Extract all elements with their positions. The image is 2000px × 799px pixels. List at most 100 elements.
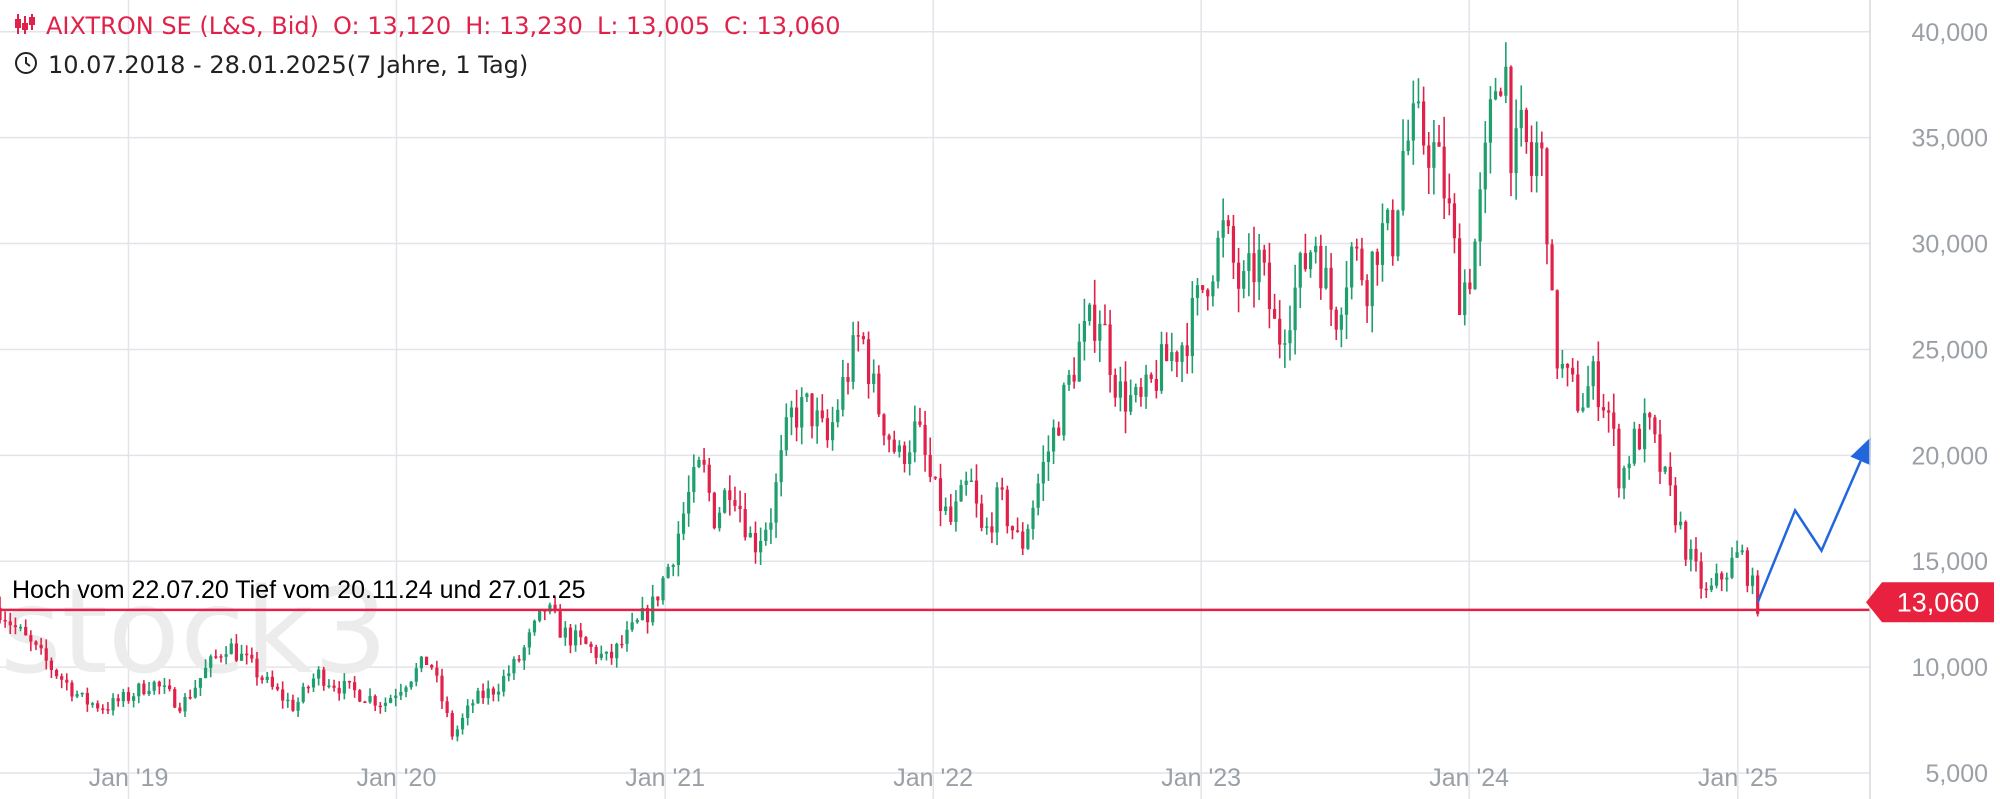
x-tick-label: Jan '21: [625, 764, 705, 792]
candle: [34, 640, 38, 651]
candle: [1714, 563, 1719, 589]
candle: [1180, 342, 1184, 383]
candle: [1396, 209, 1400, 262]
candle: [954, 490, 958, 532]
candle: [1154, 360, 1158, 399]
candle: [1709, 577, 1714, 593]
candle: [1406, 119, 1410, 156]
candle: [594, 644, 598, 665]
candle: [1504, 42, 1508, 104]
candle: [85, 687, 89, 712]
candle: [373, 694, 377, 712]
candle: [980, 494, 984, 532]
candle: [1041, 445, 1045, 501]
candle: [522, 645, 526, 670]
candle: [1108, 309, 1112, 393]
candle: [1519, 85, 1523, 147]
candle: [1051, 419, 1056, 465]
candle: [1386, 208, 1390, 231]
candle: [1452, 193, 1457, 254]
arrow-head-icon: [1850, 437, 1871, 466]
candle: [1129, 379, 1133, 416]
candle: [1596, 341, 1600, 421]
candle: [861, 332, 866, 345]
candle: [358, 689, 362, 703]
candle: [1473, 238, 1477, 290]
candle: [291, 694, 295, 712]
candle: [1272, 293, 1277, 319]
candle: [1026, 524, 1030, 550]
candle: [635, 618, 639, 624]
candle: [1437, 125, 1441, 147]
candle: [1267, 242, 1272, 329]
candle: [717, 507, 722, 532]
candle: [1699, 552, 1703, 599]
candle: [1540, 131, 1544, 177]
candle: [1288, 305, 1292, 361]
candle: [1668, 452, 1672, 496]
candle: [75, 690, 79, 699]
candle: [887, 433, 891, 453]
x-tick-label: Jan '20: [357, 764, 437, 792]
candle: [995, 482, 999, 546]
candle: [106, 702, 110, 715]
candle: [779, 434, 783, 497]
candle: [317, 666, 321, 686]
candle: [1236, 247, 1241, 313]
y-tick-label: 30,000: [1912, 231, 1988, 259]
candle: [404, 685, 408, 698]
candle: [1468, 268, 1472, 295]
candle: [1514, 99, 1518, 200]
candle: [229, 638, 233, 655]
candle: [974, 464, 979, 518]
candle: [347, 680, 352, 689]
grid-lines: [0, 0, 1870, 799]
y-tick-label: 40,000: [1912, 19, 1988, 47]
candle: [322, 666, 326, 691]
candle: [836, 399, 840, 428]
candle: [877, 365, 881, 418]
candle: [882, 413, 886, 446]
x-tick-label: Jan '25: [1698, 764, 1778, 792]
candle: [1622, 465, 1626, 500]
candle: [687, 475, 691, 527]
candle: [820, 394, 824, 423]
candle: [707, 458, 711, 502]
candle: [203, 659, 208, 679]
projection-arrow-line: [1756, 460, 1862, 603]
candle: [728, 475, 732, 516]
candle: [666, 563, 670, 579]
candle: [224, 646, 228, 665]
x-axis-labels: Jan '19 Jan '20 Jan '21 Jan '22 Jan '23 Jan '…: [89, 764, 1778, 792]
candle: [1447, 173, 1451, 216]
candle: [1627, 456, 1631, 480]
candle: [764, 522, 768, 546]
candle: [481, 683, 485, 704]
candle: [1350, 242, 1354, 300]
high-value: H: 13,230: [465, 12, 583, 40]
candle: [301, 682, 305, 704]
candle: [512, 656, 516, 680]
candle: [923, 410, 927, 472]
candle: [1509, 65, 1513, 197]
candle: [949, 494, 953, 525]
candle: [450, 710, 454, 740]
candle: [1242, 260, 1246, 299]
candle: [368, 688, 372, 704]
candle: [1488, 86, 1493, 174]
candle: [198, 678, 203, 697]
y-axis-labels: 5,000 10,000 15,000 20,000 25,000 30,000 35,00…: [1912, 19, 1988, 788]
clock-icon: [14, 51, 38, 81]
candle: [851, 321, 855, 390]
candle: [656, 596, 660, 607]
candle: [1278, 300, 1282, 359]
candle: [1432, 119, 1436, 195]
candle: [378, 701, 382, 714]
candle: [933, 476, 937, 481]
candle: [651, 584, 655, 626]
candle: [692, 454, 696, 503]
candle: [1545, 147, 1549, 265]
candle: [1694, 537, 1698, 572]
candle: [1653, 414, 1657, 443]
